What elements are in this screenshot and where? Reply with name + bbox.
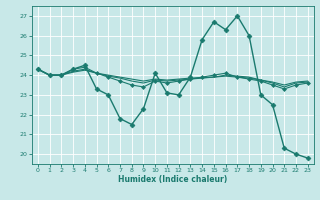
X-axis label: Humidex (Indice chaleur): Humidex (Indice chaleur) <box>118 175 228 184</box>
